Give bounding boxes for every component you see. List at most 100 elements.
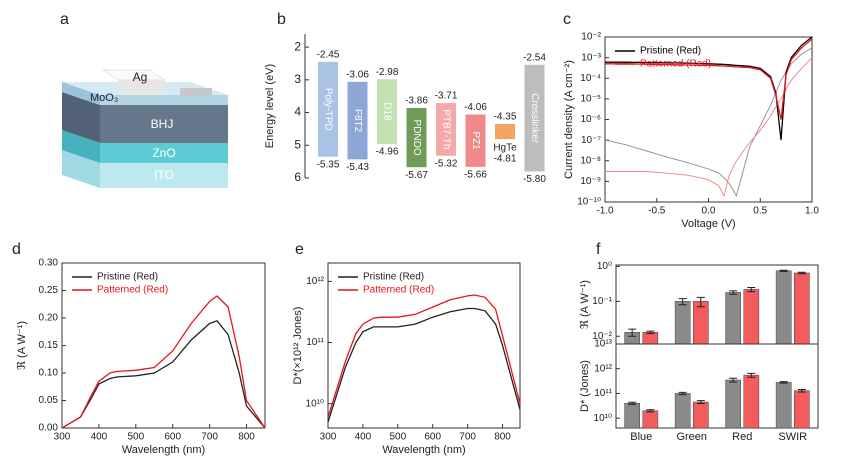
x-tick-label: 300	[54, 432, 71, 443]
x-tick-label: 500	[389, 432, 406, 443]
error-bar	[779, 381, 788, 384]
error-bar	[628, 401, 637, 405]
y-tick-label: 0.05	[39, 395, 59, 406]
bar	[674, 301, 691, 345]
lumo-label: -4.35	[494, 112, 517, 123]
plot-frame	[615, 343, 819, 429]
y-tick-label: 10⁻¹	[592, 296, 612, 307]
x-tick-label: 800	[238, 432, 255, 443]
y-tick-label: 10⁻¹⁰	[577, 197, 601, 208]
series-line	[61, 295, 266, 429]
y-tick-label: 10¹²	[306, 276, 324, 287]
y-tick-label: 10¹⁰	[594, 413, 612, 424]
material-name: D18	[381, 102, 392, 121]
x-tick-label: 0.0	[702, 206, 716, 217]
error-bar	[696, 296, 705, 308]
y-tick-label: 0.15	[39, 340, 59, 351]
y-tick-label: 10¹⁰	[306, 398, 324, 409]
energy-bar	[436, 103, 456, 156]
y-tick-label: 0.20	[39, 313, 59, 324]
y-tick-label: 3	[294, 72, 301, 86]
error-bar	[747, 286, 756, 293]
bar	[624, 403, 640, 429]
layer-label: ITO	[154, 168, 174, 182]
panel-label: b	[277, 11, 286, 28]
layer-label: MoO₃	[90, 92, 118, 104]
y-tick-label: 10⁻³	[581, 52, 601, 63]
x-tick-label: 1.0	[805, 206, 819, 217]
bar	[693, 301, 709, 345]
lumo-label: -3.06	[346, 69, 369, 80]
x-tick-label: Blue	[630, 431, 652, 443]
y-tick-label: 10⁻⁴	[580, 73, 601, 84]
device-stack: Ag MoO₃ BHJ ZnO ITO	[62, 69, 228, 188]
x-axis-label: Wavelength (nm)	[382, 444, 465, 456]
error-bar	[678, 391, 687, 396]
legend-label: Patterned (Red)	[97, 285, 168, 296]
bar	[725, 292, 741, 345]
moo3-front	[100, 95, 228, 105]
x-tick-label: SWIR	[778, 431, 807, 443]
y-tick-label: 10¹²	[594, 363, 612, 374]
y-tick-label: 10⁻²	[592, 331, 612, 342]
bar	[693, 401, 709, 429]
error-bar	[779, 269, 788, 272]
x-tick-label: Red	[732, 431, 752, 443]
error-bar	[646, 409, 655, 413]
y-tick-label: 10⁻⁹	[580, 176, 601, 187]
material-name: HgTe	[493, 143, 517, 154]
panel-label: e	[295, 241, 304, 258]
y-axis-label: D* (Jones)	[579, 360, 591, 412]
y-tick-label: 10⁻⁸	[580, 155, 601, 166]
homo-label: -4.96	[376, 147, 399, 158]
y-tick-label: 6	[294, 170, 301, 184]
energy-bar	[524, 64, 545, 172]
panel-label: a	[60, 11, 69, 28]
series-line	[61, 320, 266, 429]
moo3-side	[62, 82, 100, 105]
y-tick-label: 10¹³	[594, 339, 612, 350]
panel-label: d	[12, 241, 21, 258]
x-tick-label: 600	[424, 432, 441, 443]
y-axis-label: Current density (A cm⁻²)	[563, 60, 575, 179]
x-tick-label: 500	[127, 432, 144, 443]
homo-label: -5.80	[523, 174, 546, 185]
y-tick-label: 0.00	[39, 423, 59, 434]
energy-bar	[347, 81, 368, 160]
energy-bar	[318, 61, 338, 157]
material-name: PDNDO	[411, 120, 422, 156]
y-tick-label: 5	[294, 137, 301, 151]
lumo-label: -2.45	[317, 49, 340, 60]
bar	[674, 393, 691, 429]
y-tick-label: 10⁻⁵	[580, 94, 601, 105]
x-tick-label: -1.0	[596, 206, 614, 217]
ito-front	[100, 163, 228, 188]
x-tick-label: -0.5	[648, 206, 666, 217]
y-tick-label: 0.30	[39, 258, 59, 269]
bar	[794, 390, 810, 429]
layer-label: Ag	[133, 70, 148, 84]
error-bar	[797, 388, 806, 393]
bar	[743, 374, 760, 429]
homo-label: -5.66	[464, 170, 487, 181]
material-name: F8T2	[352, 109, 363, 133]
legend-label: Pristine (Red)	[640, 46, 701, 57]
y-axis-label: ℜ (A W⁻¹)	[579, 280, 591, 329]
y-tick-label: 10⁻⁶	[580, 114, 601, 125]
y-tick-label: 10¹¹	[306, 337, 324, 348]
error-bar	[729, 290, 738, 295]
homo-label: -5.43	[346, 162, 369, 173]
lumo-label: -3.86	[405, 96, 428, 107]
energy-bar	[465, 114, 486, 167]
legend-label: Patterned (Red)	[363, 285, 434, 296]
bar	[642, 332, 659, 345]
lumo-label: -2.98	[376, 67, 399, 78]
y-axis-label: D*(×10¹² Jones)	[292, 307, 304, 385]
x-tick-label: 300	[320, 432, 337, 443]
series-line	[605, 57, 813, 198]
energy-bar	[406, 107, 427, 168]
series-line	[327, 307, 521, 423]
layer-label: BHJ	[151, 117, 174, 131]
